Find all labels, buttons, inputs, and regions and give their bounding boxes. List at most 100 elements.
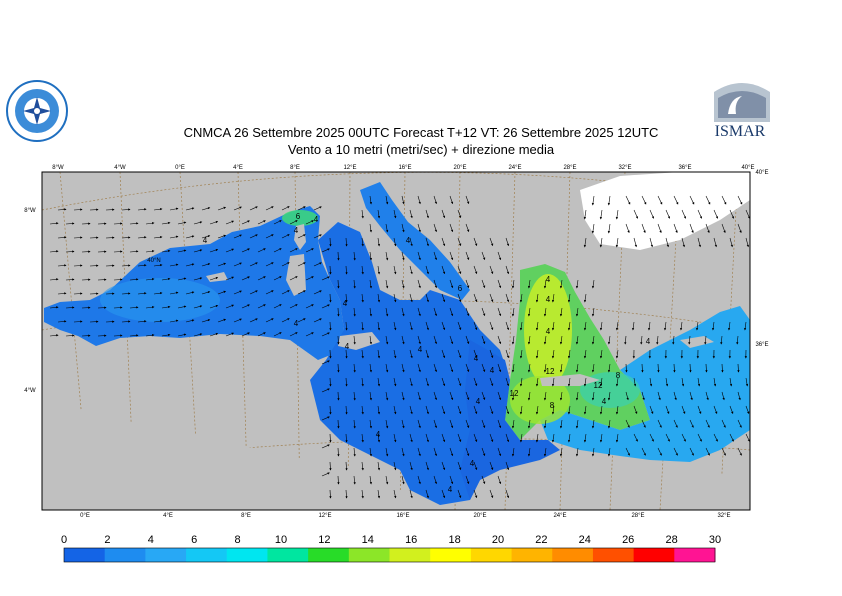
wind-arrow xyxy=(457,321,462,331)
wind-arrow xyxy=(345,433,348,443)
wind-arrow xyxy=(185,207,195,211)
wind-arrow xyxy=(689,447,694,456)
wind-arrow xyxy=(481,475,486,485)
wind-arrow xyxy=(473,237,478,247)
top-lon-label-10: 32°E xyxy=(618,165,631,171)
wind-arrow xyxy=(393,237,397,247)
wind-arrow xyxy=(689,223,694,234)
wind-arrow xyxy=(713,405,718,415)
wind-arrow xyxy=(641,419,646,428)
wind-arrow xyxy=(489,293,494,303)
wind-arrow xyxy=(679,321,683,331)
bottom-lon-label-3: 12°E xyxy=(318,513,331,519)
wind-arrow xyxy=(721,419,726,428)
wind-arrow xyxy=(729,433,734,442)
wind-arrow xyxy=(583,377,587,387)
wind-arrow xyxy=(225,332,235,337)
map-subtitle: Vento a 10 metri (metri/sec) + direzione… xyxy=(287,142,555,157)
wind-arrow xyxy=(607,335,611,345)
wind-arrow xyxy=(441,237,446,247)
wind-arrow xyxy=(329,405,332,415)
wind-arrow xyxy=(329,433,332,443)
wind-arrow xyxy=(409,209,413,219)
wind-arrow xyxy=(65,278,75,281)
wind-arrow xyxy=(73,236,83,239)
wind-arrow xyxy=(713,377,717,387)
colorbar-swatch-2 xyxy=(145,548,187,562)
wind-arrow xyxy=(265,290,274,295)
north-africa-coast xyxy=(42,400,420,510)
wind-arrow xyxy=(481,279,486,289)
wind-arrow xyxy=(337,307,340,317)
wind-arrow xyxy=(697,377,701,387)
wind-arrow xyxy=(225,304,235,309)
wind-arrow xyxy=(377,349,381,359)
wind-arrow xyxy=(145,334,155,337)
wind-arrow xyxy=(559,447,563,457)
wind-arrow xyxy=(737,223,742,234)
wind-arrow xyxy=(657,363,660,373)
wind-arrow xyxy=(145,306,155,309)
ismar-logo-text: ISMAR xyxy=(715,123,766,140)
wind-arrow xyxy=(433,335,438,345)
ismar-logo-icon: ISMAR xyxy=(708,78,772,142)
wind-arrow xyxy=(401,363,405,373)
wind-arrow xyxy=(257,304,266,309)
wind-arrow xyxy=(633,433,638,442)
wind-arrow xyxy=(575,279,579,289)
wind-arrow xyxy=(297,262,306,267)
wind-arrow xyxy=(465,307,470,317)
right-lat-label-0: 40°E xyxy=(755,170,768,176)
wind-arrow xyxy=(393,489,397,499)
wind-arrow xyxy=(737,391,741,401)
wind-arrow xyxy=(441,489,446,499)
wind-arrow xyxy=(591,447,595,457)
wind-arrow xyxy=(233,318,242,323)
wind-arrow xyxy=(457,293,462,303)
wind-arrow xyxy=(551,293,555,303)
top-lon-label-5: 12°E xyxy=(343,165,356,171)
wind-arrow xyxy=(329,321,332,331)
wind-arrow xyxy=(727,321,731,331)
wind-arrow xyxy=(257,332,266,337)
colorbar-label-7: 14 xyxy=(361,534,374,546)
wind-arrow xyxy=(745,209,750,219)
wind-arrow xyxy=(543,391,547,401)
wind-arrow xyxy=(673,363,676,373)
wind-arrow xyxy=(193,305,203,309)
wind-arrow xyxy=(489,237,494,247)
wind-arrow xyxy=(185,319,195,323)
wind-arrow xyxy=(265,262,274,267)
wind-arrow xyxy=(519,321,523,331)
wind-arrow xyxy=(113,222,123,225)
wind-arrow xyxy=(433,419,438,429)
colorbar-label-4: 8 xyxy=(234,534,241,546)
wind-arrow xyxy=(377,321,381,331)
bottom-lon-label-1: 4°E xyxy=(163,513,173,519)
wind-arrow xyxy=(329,461,332,471)
wind-arrow xyxy=(233,206,242,211)
wind-arrow xyxy=(233,234,242,239)
wind-arrow xyxy=(481,447,486,457)
wind-arrow xyxy=(672,335,675,345)
wind-arrow xyxy=(551,405,555,415)
wind-arrow xyxy=(721,363,724,373)
colorbar-label-13: 26 xyxy=(622,534,635,546)
wind-arrow xyxy=(121,320,131,323)
wind-arrow xyxy=(527,307,531,317)
wind-arrow xyxy=(705,391,709,401)
wind-arrow xyxy=(401,251,405,261)
wind-arrow xyxy=(705,223,710,234)
wind-arrow xyxy=(575,391,579,401)
wind-arrow xyxy=(65,334,75,337)
colorbar-swatch-9 xyxy=(430,548,472,562)
wind-zone-corsica xyxy=(282,210,318,226)
wind-arrow xyxy=(689,391,693,401)
wind-arrow xyxy=(657,447,662,456)
colorbar-swatch-3 xyxy=(186,548,228,562)
wind-arrow xyxy=(457,265,462,275)
wind-arrow xyxy=(193,249,203,253)
wind-arrow xyxy=(497,419,502,429)
wind-arrow xyxy=(697,237,702,248)
wind-arrow xyxy=(497,447,502,457)
